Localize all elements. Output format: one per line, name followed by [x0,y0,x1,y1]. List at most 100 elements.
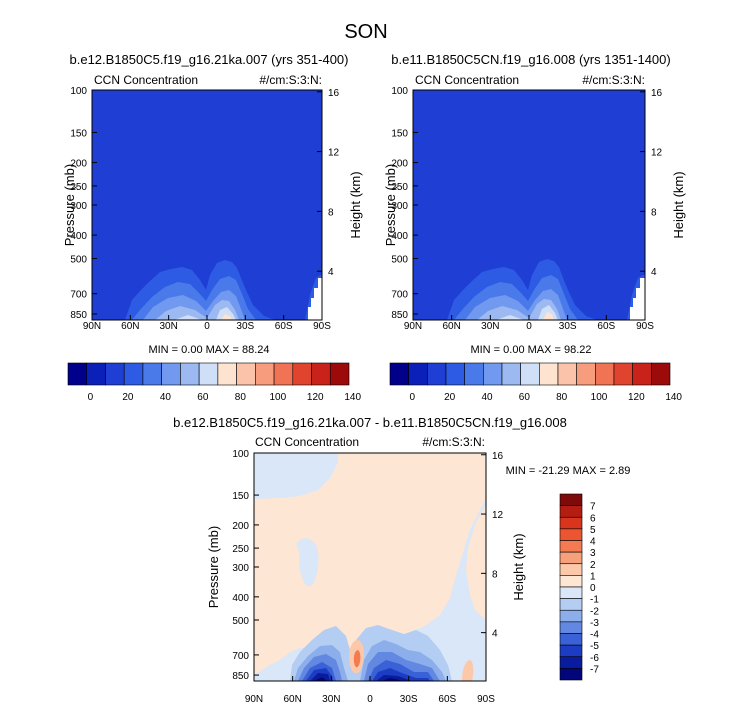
y2-tick-label: 8 [492,569,498,580]
y-tick-label: 300 [391,201,408,212]
colorbar-swatch [520,362,540,386]
y-tick-label: 200 [70,159,87,170]
y-tick-label: 250 [232,544,249,555]
x-tick-label: 60N [283,694,301,705]
y-tick-label: 300 [70,201,87,212]
y-tick-label: 500 [391,254,408,265]
colorbar-label: 7 [590,502,596,513]
colorbar-label: 3 [590,548,596,559]
panel-3-y2label: Height (km) [511,533,526,600]
x-tick-label: 30S [559,321,577,332]
y2-tick-label: 8 [328,207,334,218]
x-tick-label: 90S [313,321,331,332]
colorbar-swatch [651,362,671,386]
colorbar-swatch [292,362,312,386]
colorbar-swatch [559,644,583,658]
colorbar-swatch [559,575,583,588]
panel-3-stats: MIN = -21.29 MAX = 2.89 [506,465,631,477]
y-tick-label: 400 [70,231,87,242]
panel-1-field-background [92,90,322,320]
colorbar-label: -1 [590,595,599,606]
colorbar-swatch [311,362,331,386]
y-tick-label: 850 [391,310,408,321]
colorbar-label: 20 [122,392,134,403]
colorbar-label: 20 [444,392,456,403]
panel-3-negative-upper-left [254,453,338,499]
panel-3-ylabel: Pressure (mb) [206,526,221,608]
colorbar-swatch [329,362,350,386]
colorbar-label: 60 [519,392,531,403]
colorbar-swatch [236,362,256,386]
panel-2: b.e11.B1850C5CN.f19_g16.008 (yrs 1351-14… [383,52,686,403]
panel-3-y2-ticks: 16 12 8 4 [481,451,504,640]
colorbar-label: 140 [665,392,682,403]
colorbar-swatch [559,609,583,623]
y-tick-label: 150 [391,128,408,139]
colorbar-swatch [559,516,583,530]
panel-1-stats: MIN = 0.00 MAX = 88.24 [148,344,269,356]
colorbar-swatch [501,362,521,386]
panel-1-y-ticks: 100 150 200 250 300 400 500 700 850 [70,86,97,321]
colorbar-swatch [559,598,583,611]
colorbar-label: 0 [410,392,416,403]
colorbar-label: 100 [269,392,286,403]
colorbar-swatch [180,362,200,386]
x-tick-label: 0 [526,321,532,332]
colorbar-swatch [559,493,583,506]
colorbar-label: 6 [590,513,596,524]
x-tick-label: 60S [597,321,615,332]
colorbar-swatch [273,362,294,386]
colorbar-label: 2 [590,560,596,571]
panel-3-negative-blob [296,538,319,587]
colorbar-swatch [67,362,88,386]
panel-2-plot-area [412,89,646,321]
x-tick-label: 30N [322,694,340,705]
colorbar-swatch [408,362,428,386]
y2-tick-label: 12 [328,148,340,159]
colorbar-swatch [86,362,106,386]
colorbar-label: 120 [628,392,645,403]
x-tick-label: 0 [367,694,373,705]
y-tick-label: 300 [232,563,249,574]
colorbar-swatch [142,362,162,386]
y-tick-label: 150 [232,491,249,502]
panel-1-contour-80 [221,314,232,320]
panel-3-title: b.e12.B1850C5.f19_g16.21ka.007 - b.e11.B… [173,415,567,430]
colorbar-swatch [559,633,583,646]
colorbar-swatch [559,621,583,634]
colorbar-label: -6 [590,653,599,664]
x-tick-label: 60N [442,321,460,332]
y-tick-label: 250 [70,182,87,193]
colorbar-swatch [559,540,583,553]
panel-1-x-ticks: 90N 60N 30N 0 30S 60S 90S [83,315,331,332]
panel-2-stats: MIN = 0.00 MAX = 98.22 [470,344,591,356]
y-tick-label: 400 [391,231,408,242]
colorbar-swatch [559,528,583,541]
x-tick-label: 90N [404,321,422,332]
colorbar-swatch [217,362,237,386]
colorbar-label: -3 [590,618,599,629]
colorbar-label: 1 [590,571,596,582]
colorbar-swatch [539,362,559,386]
panel-2-ylabel: Pressure (mb) [383,164,398,246]
x-tick-label: 90N [83,321,101,332]
panel-2-contour-80 [543,312,554,320]
colorbar-swatch [123,362,144,386]
y-tick-label: 200 [232,521,249,532]
y2-tick-label: 16 [651,88,663,99]
panel-2-contour-60 [496,305,558,320]
panel-1: b.e12.B1850C5.f19_g16.21ka.007 (yrs 351-… [62,52,363,403]
colorbar-swatch [427,362,447,386]
panel-1-y2-ticks: 16 12 8 4 [317,88,340,278]
y-tick-label: 850 [232,671,249,682]
y-tick-label: 700 [70,290,87,301]
y-tick-label: 500 [70,254,87,265]
colorbar-swatch [389,362,409,386]
colorbar-swatch [559,551,583,565]
panel-2-left-label: CCN Concentration [415,73,519,87]
colorbar-swatch [559,668,583,681]
panel-1-y2label: Height (km) [348,171,363,238]
panel-2-field-background [413,90,645,320]
